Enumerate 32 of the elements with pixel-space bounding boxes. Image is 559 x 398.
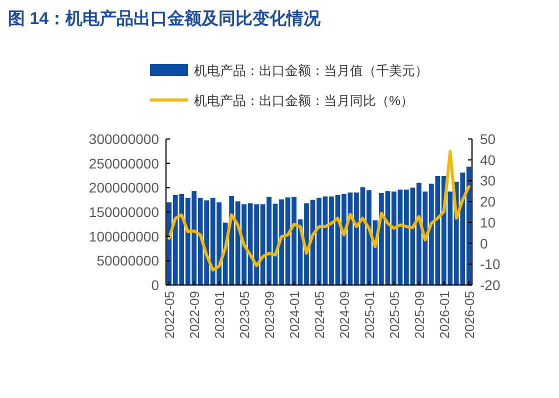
y-tick-label: 300000000 bbox=[88, 131, 160, 147]
chart-title: 图 14：机电产品出口金额及同比变化情况 bbox=[8, 9, 322, 28]
y2-tick-label: -20 bbox=[480, 277, 500, 293]
y2-tick-label: 30 bbox=[480, 172, 496, 189]
x-tick-label: 2025-01 bbox=[362, 291, 377, 339]
y2-tick-label: 40 bbox=[480, 152, 496, 168]
x-tick-label: 2022-09 bbox=[187, 291, 202, 339]
legend-label: 机电产品：出口金额：当月同比（%） bbox=[194, 93, 414, 108]
x-tick-label: 2025-09 bbox=[412, 291, 427, 339]
y2-tick-label: -10 bbox=[480, 256, 500, 272]
x-tick-label: 2026-05 bbox=[462, 291, 477, 339]
y2-tick-label: 20 bbox=[480, 194, 496, 210]
y-tick-label: 100000000 bbox=[88, 228, 160, 244]
x-tick-label: 2024-09 bbox=[336, 291, 352, 339]
y2-tick-label: 10 bbox=[480, 214, 496, 230]
x-tick-label: 2024-01 bbox=[287, 291, 302, 339]
x-tick-label: 2022-05 bbox=[162, 291, 178, 339]
y2-tick-label: 50 bbox=[480, 131, 496, 147]
y-tick-label: 250000000 bbox=[88, 155, 160, 172]
legend-label: 机电产品：出口金额：当月值（千美元） bbox=[194, 63, 428, 78]
y-tick-label: 200000000 bbox=[88, 180, 160, 196]
line-series bbox=[168, 150, 470, 272]
y-tick-label: 150000000 bbox=[88, 204, 160, 220]
y-tick-label: 0 bbox=[151, 277, 160, 293]
x-tick-label: 2023-01 bbox=[212, 291, 228, 339]
x-tick-label: 2023-09 bbox=[262, 291, 278, 339]
x-tick-label: 2024-05 bbox=[312, 291, 327, 339]
x-tick-label: 2025-05 bbox=[386, 291, 402, 339]
y-tick-label: 50000000 bbox=[96, 252, 160, 269]
x-tick-label: 2023-05 bbox=[237, 291, 252, 339]
x-tick-label: 2026-01 bbox=[436, 291, 452, 339]
y2-tick-label: 0 bbox=[480, 235, 488, 252]
